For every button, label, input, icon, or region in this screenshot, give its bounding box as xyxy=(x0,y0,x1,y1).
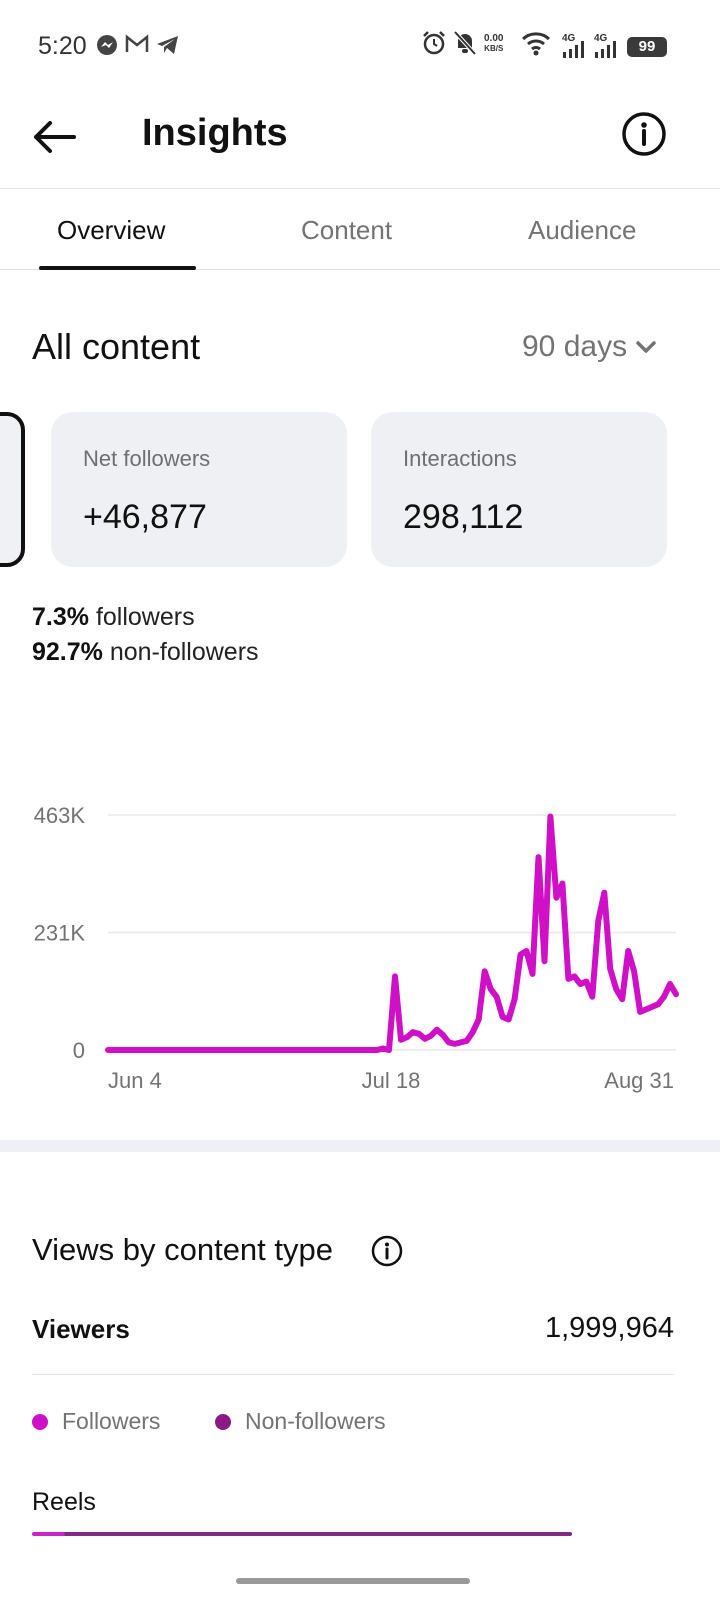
reels-bar xyxy=(32,1532,572,1536)
tab-content[interactable]: Content xyxy=(301,215,393,245)
date-range-dropdown[interactable]: 90 days xyxy=(522,330,657,364)
back-arrow-icon[interactable] xyxy=(30,112,80,162)
home-indicator[interactable] xyxy=(236,1578,470,1584)
signal-1-label: 4G xyxy=(562,33,576,44)
alarm-icon xyxy=(423,31,445,55)
card-value: +46,877 xyxy=(83,498,207,536)
legend-label: Followers xyxy=(62,1408,161,1434)
non-followers-pct: 92.7% xyxy=(32,638,103,666)
messenger-icon xyxy=(97,35,117,55)
page-title: Insights xyxy=(142,112,288,154)
status-time: 5:20 xyxy=(38,32,87,60)
tab-overview[interactable]: Overview xyxy=(57,215,166,245)
metric-card-partial[interactable] xyxy=(0,412,25,567)
followers-pct: 7.3% xyxy=(32,603,89,631)
x-tick-label: Jul 18 xyxy=(362,1068,421,1093)
chevron-down-icon xyxy=(636,341,656,353)
active-tab-indicator xyxy=(39,266,196,270)
signal-2-icon xyxy=(595,41,616,58)
non-followers-ratio-label: non-followers xyxy=(109,638,259,666)
interactions-card[interactable]: Interactions 298,112 xyxy=(371,412,667,567)
wifi-icon xyxy=(521,32,551,56)
net-speed-value: 0.00 xyxy=(484,33,504,44)
date-range-label: 90 days xyxy=(522,330,628,363)
views-by-content-type-title: Views by content type xyxy=(32,1232,333,1267)
signal-2-label: 4G xyxy=(594,33,608,44)
legend-label: Non-followers xyxy=(245,1408,386,1434)
legend-dot-non-followers xyxy=(215,1413,231,1430)
header: Insights xyxy=(0,92,720,188)
battery-icon: 99 xyxy=(627,37,667,57)
telegram-icon xyxy=(157,36,178,54)
y-tick-label: 463K xyxy=(34,803,86,828)
net-speed-unit: KB/S xyxy=(484,44,504,53)
reels-label: Reels xyxy=(32,1488,96,1516)
y-tick-label: 0 xyxy=(73,1038,85,1063)
legend-followers: Followers xyxy=(32,1408,160,1435)
x-tick-label: Aug 31 xyxy=(604,1068,674,1093)
interactions-line-chart: 0 231K 463K Jun 4 Jul 18 Aug 31 xyxy=(34,803,679,1093)
viewers-label: Viewers xyxy=(32,1314,130,1344)
tab-audience[interactable]: Audience xyxy=(528,215,637,245)
followers-ratio-label: followers xyxy=(95,603,195,631)
gmail-icon xyxy=(125,34,149,52)
legend-dot-followers xyxy=(32,1413,48,1430)
card-value: 298,112 xyxy=(403,498,524,536)
series-line xyxy=(105,813,679,1053)
y-tick-label: 231K xyxy=(34,921,86,946)
notifications-off-icon xyxy=(453,30,477,56)
followers-ratio: 7.3% followers xyxy=(32,603,195,632)
info-icon[interactable] xyxy=(620,110,668,158)
signal-1-icon xyxy=(563,41,584,58)
divider xyxy=(32,1374,674,1375)
legend-non-followers: Non-followers xyxy=(215,1408,386,1435)
status-bar: 5:20 0.00 KB/S 4G 4G xyxy=(0,0,720,92)
card-label: Net followers xyxy=(83,446,211,471)
net-followers-card[interactable]: Net followers +46,877 xyxy=(51,412,347,567)
info-icon[interactable] xyxy=(370,1234,404,1268)
viewers-value: 1,999,964 xyxy=(544,1312,674,1344)
x-tick-label: Jun 4 xyxy=(108,1068,162,1093)
non-followers-ratio: 92.7% non-followers xyxy=(32,638,259,667)
all-content-title: All content xyxy=(32,326,201,367)
card-label: Interactions xyxy=(403,446,517,471)
tab-bar: Overview Content Audience xyxy=(0,188,720,270)
section-divider xyxy=(0,1140,720,1152)
network-speed: 0.00 KB/S xyxy=(484,34,503,54)
